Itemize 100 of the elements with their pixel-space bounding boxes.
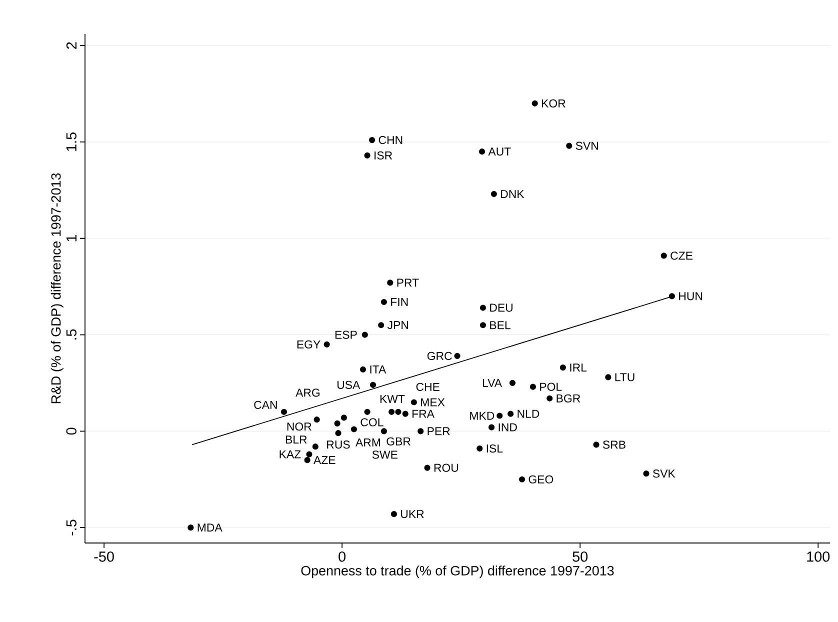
annotation: CHN <box>378 136 402 144</box>
x-tick-label: 50 <box>572 552 588 562</box>
annotation: SRB <box>602 440 626 449</box>
annotation: ESP <box>335 330 357 339</box>
point <box>395 408 402 415</box>
point <box>480 304 486 311</box>
annotation: JPN <box>387 321 408 330</box>
point <box>304 457 310 464</box>
annotation: ITA <box>370 366 386 374</box>
annotation: CZE <box>670 252 692 260</box>
point <box>370 382 376 388</box>
annotation: CHE <box>416 382 440 391</box>
annotation: MDA <box>198 524 222 532</box>
point <box>424 464 430 471</box>
annotation: GEO <box>528 475 554 484</box>
point <box>530 384 536 390</box>
point <box>454 352 460 360</box>
annotation: IND <box>498 423 517 432</box>
point <box>509 380 516 386</box>
point <box>488 424 495 430</box>
y-tick-label: .5 <box>66 329 76 340</box>
annotation: POL <box>540 382 562 391</box>
annotation: AUT <box>488 148 511 156</box>
annotation: PER <box>428 427 450 436</box>
point <box>476 445 483 452</box>
point <box>402 410 408 417</box>
point <box>508 410 514 417</box>
point <box>360 366 366 373</box>
annotation: LTU <box>615 373 634 382</box>
annotation: DNK <box>501 190 524 198</box>
y-tick-label: -.5 <box>66 520 76 536</box>
point <box>518 476 526 482</box>
annotation: UKR <box>401 510 424 518</box>
annotation: KWT <box>380 394 405 403</box>
point <box>380 298 388 306</box>
point <box>335 430 342 436</box>
point <box>605 374 612 380</box>
annotation: ROU <box>434 464 458 472</box>
point <box>280 408 288 415</box>
point <box>546 395 553 402</box>
y-tick-label: 1.5 <box>66 132 76 151</box>
point <box>496 412 503 419</box>
point <box>410 399 417 406</box>
point <box>418 428 424 434</box>
y-axis-title: R&D (% of GDP) difference 1997-2013 <box>50 173 64 404</box>
point <box>362 332 368 338</box>
annotation: FIN <box>391 298 408 306</box>
point <box>314 416 320 423</box>
point <box>306 451 312 458</box>
annotation: LVA <box>483 379 502 387</box>
point <box>480 322 486 328</box>
point <box>188 524 194 531</box>
point <box>668 293 676 300</box>
annotation: BLR <box>286 436 307 444</box>
point <box>388 408 395 415</box>
point <box>364 408 370 415</box>
x-tick-label: 0 <box>338 552 346 562</box>
y-tick-label: 2 <box>66 42 76 49</box>
point <box>334 420 340 427</box>
annotation: SVK <box>652 470 676 478</box>
point <box>369 136 376 144</box>
annotation: IRL <box>570 364 587 372</box>
annotation: AZE <box>314 456 336 464</box>
x-tick-label: 100 <box>807 552 830 562</box>
point <box>593 442 600 448</box>
annotation: ARM <box>356 438 380 446</box>
point <box>532 100 538 106</box>
annotation: RUS <box>327 440 350 449</box>
point <box>340 414 348 421</box>
annotation: SVN <box>576 142 598 150</box>
y-tick-label: 0 <box>66 428 76 435</box>
annotation: HUN <box>679 292 702 300</box>
annotation: CAN <box>254 400 277 409</box>
annotation: NLD <box>518 410 540 418</box>
annotation: KAZ <box>280 450 301 458</box>
annotation: FRA <box>412 410 434 418</box>
annotation: MEX <box>421 398 445 406</box>
y-tick-label: 1 <box>66 235 76 242</box>
annotation: KOR <box>542 99 566 108</box>
annotation: COL <box>360 418 384 426</box>
annotation: MKD <box>470 412 494 420</box>
annotation: GRC <box>427 352 452 360</box>
annotation: BGR <box>556 394 580 402</box>
point <box>387 280 394 286</box>
point <box>478 148 486 155</box>
annotation: GBR <box>386 437 410 446</box>
annotation: ISR <box>374 151 392 160</box>
annotation: ARG <box>296 388 320 397</box>
point <box>660 252 667 259</box>
point <box>390 511 397 518</box>
annotation: USA <box>337 380 360 389</box>
point <box>643 470 650 477</box>
annotation: SWE <box>372 450 398 459</box>
annotation: DEU <box>490 304 512 312</box>
x-axis-title: Openness to trade (% of GDP) difference 1997-2013 <box>301 566 614 578</box>
point <box>364 152 370 159</box>
point <box>324 341 330 348</box>
annotation: PRT <box>397 278 419 287</box>
point <box>350 426 358 432</box>
annotation: BEL <box>490 321 510 330</box>
